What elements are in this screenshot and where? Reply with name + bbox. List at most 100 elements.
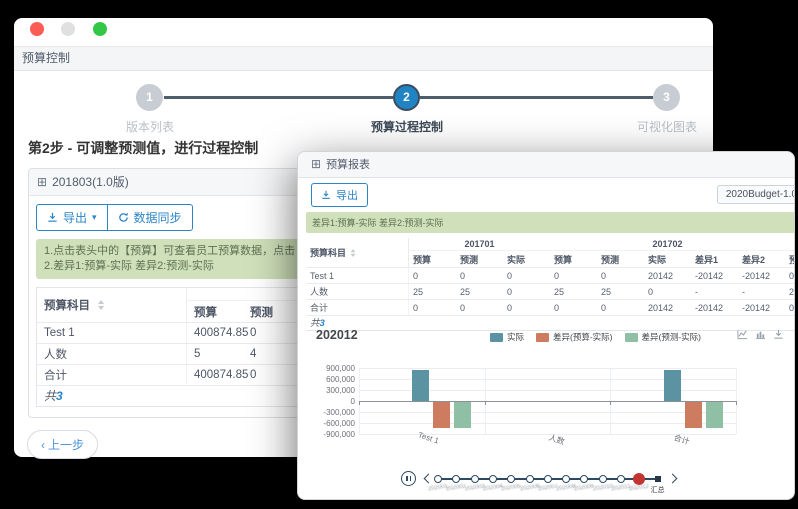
chart-legend: 实际 差异(预算-实际) 差异(预测-实际)	[490, 331, 701, 343]
chart-x-axis: Test 1 人数 合计	[359, 430, 736, 457]
subcol-header[interactable]: 预算	[785, 253, 794, 266]
timeline-node[interactable]	[470, 475, 479, 483]
save-image-icon[interactable]	[773, 329, 784, 340]
subcol-header[interactable]: 预测	[460, 254, 479, 265]
report-title: 预算报表	[326, 159, 371, 171]
bar-实际	[412, 370, 429, 401]
subcol-header[interactable]: 实际	[507, 254, 526, 265]
timeline-next-icon[interactable]	[667, 473, 678, 484]
subcol-header[interactable]: 预测	[601, 254, 620, 265]
step-heading: 第2步 - 可调整预测值，进行过程控制	[28, 140, 259, 156]
chart-toolbox	[737, 329, 784, 340]
step-3-label: 可视化图表	[636, 120, 697, 134]
column-header-budget[interactable]: 预算	[194, 306, 217, 319]
chart-title: 202012	[316, 328, 358, 342]
previous-step-button[interactable]: ‹ 上一步	[27, 430, 99, 459]
timeline-node-current[interactable]	[633, 473, 646, 485]
timeline-node[interactable]	[598, 475, 607, 483]
toolbar-button-group: 导出 ▾ 数据同步	[36, 204, 193, 231]
chart-plot-area	[359, 368, 737, 435]
legend-label: 差异(预测-实际)	[641, 332, 702, 342]
timeline-node[interactable]	[562, 475, 571, 483]
column-header-subject[interactable]: 预算科目	[306, 238, 409, 267]
line-chart-icon[interactable]	[737, 329, 748, 340]
report-panel-header: ⊞ 预算报表	[298, 152, 794, 178]
y-tick-label: 300,000	[326, 386, 355, 395]
timeline-node[interactable]	[543, 475, 552, 483]
sort-icon[interactable]	[98, 300, 104, 310]
hint-line-2: 2.差异1:预算-实际 差异2:预测-实际	[44, 260, 214, 272]
step-3-circle: 3	[653, 84, 680, 111]
chevron-left-icon: ‹	[41, 438, 45, 452]
y-tick-label: -300,000	[323, 408, 355, 417]
group-header-201701: 201701	[464, 239, 495, 249]
stepper-connector	[420, 96, 653, 99]
axis-tick	[610, 401, 611, 405]
y-tick-label: 900,000	[326, 364, 355, 373]
close-window-button[interactable]	[30, 22, 44, 36]
maximize-window-button[interactable]	[93, 22, 107, 36]
bar-实际	[664, 370, 681, 401]
timeline-node[interactable]	[434, 475, 442, 483]
chart-timeline: 202001 202002 202003 202004 202005 202006 2020…	[298, 470, 794, 499]
gridline	[359, 412, 736, 413]
timeline-node[interactable]	[617, 475, 625, 483]
page-title: 预算控制	[14, 47, 713, 71]
y-tick-label: 600,000	[326, 375, 355, 384]
step-2-circle: 2	[393, 84, 420, 111]
subcol-header[interactable]: 预算	[554, 254, 573, 265]
legend-swatch	[536, 332, 550, 342]
timeline-pause-button[interactable]	[401, 471, 416, 486]
report-export-button[interactable]: 导出	[311, 183, 368, 207]
timeline-node[interactable]	[525, 475, 534, 483]
legend-swatch	[624, 332, 638, 342]
column-header-forecast[interactable]: 预测	[250, 306, 273, 319]
data-sync-button[interactable]: 数据同步	[107, 204, 193, 231]
bar-差异(预测-实际)	[706, 402, 723, 428]
stepper-connector	[164, 96, 393, 99]
column-header-subject[interactable]: 预算科目	[37, 288, 187, 322]
report-table-total: 共3	[306, 315, 794, 331]
timeline-node[interactable]	[488, 475, 497, 483]
subcol-header[interactable]: 实际	[648, 254, 667, 265]
step-1-circle: 1	[136, 84, 163, 111]
timeline-prev-icon[interactable]	[423, 473, 434, 484]
legend-item[interactable]: 实际	[490, 331, 524, 343]
timeline-node[interactable]	[507, 475, 516, 483]
subcol-header[interactable]: 差异1	[695, 254, 719, 265]
diff-hint-alert: 差异1:预算-实际 差异2:预测-实际	[306, 212, 794, 233]
axis-tick	[736, 401, 737, 405]
sort-icon[interactable]	[350, 248, 356, 257]
timeline-node[interactable]	[452, 475, 461, 483]
table-icon: ⊞	[37, 175, 48, 189]
gridline	[359, 401, 736, 402]
legend-label: 差异(预算-实际)	[553, 332, 613, 342]
timeline-node[interactable]	[580, 475, 589, 483]
report-table-header: 预算科目 201701 201702 预算 预测 实际 预算 预测	[306, 238, 794, 267]
gridline	[359, 434, 736, 435]
bar-差异(预算-实际)	[433, 402, 450, 428]
caret-down-icon: ▾	[92, 212, 97, 222]
subcol-header[interactable]: 差异2	[742, 254, 766, 265]
minimize-window-button[interactable]	[61, 22, 75, 36]
y-tick-label: 0	[350, 397, 355, 406]
bar-差异(预算-实际)	[685, 402, 702, 428]
download-icon	[321, 190, 331, 200]
gridline	[359, 379, 736, 380]
window-titlebar	[14, 18, 713, 47]
download-icon	[47, 212, 58, 223]
gridline	[359, 368, 736, 369]
legend-item[interactable]: 差异(预测-实际)	[624, 331, 702, 343]
panel-title: 201803(1.0版)	[52, 175, 129, 189]
export-button[interactable]: 导出 ▾	[36, 204, 108, 231]
gridline	[359, 390, 736, 391]
bar-chart-icon[interactable]	[755, 329, 766, 340]
legend-label: 实际	[507, 332, 525, 342]
refresh-icon	[118, 212, 129, 223]
timeline-node-summary[interactable]	[654, 476, 661, 482]
subcol-header[interactable]: 预算	[413, 254, 432, 265]
step-2-label: 预算过程控制	[370, 120, 443, 134]
legend-item[interactable]: 差异(预算-实际)	[536, 331, 613, 343]
